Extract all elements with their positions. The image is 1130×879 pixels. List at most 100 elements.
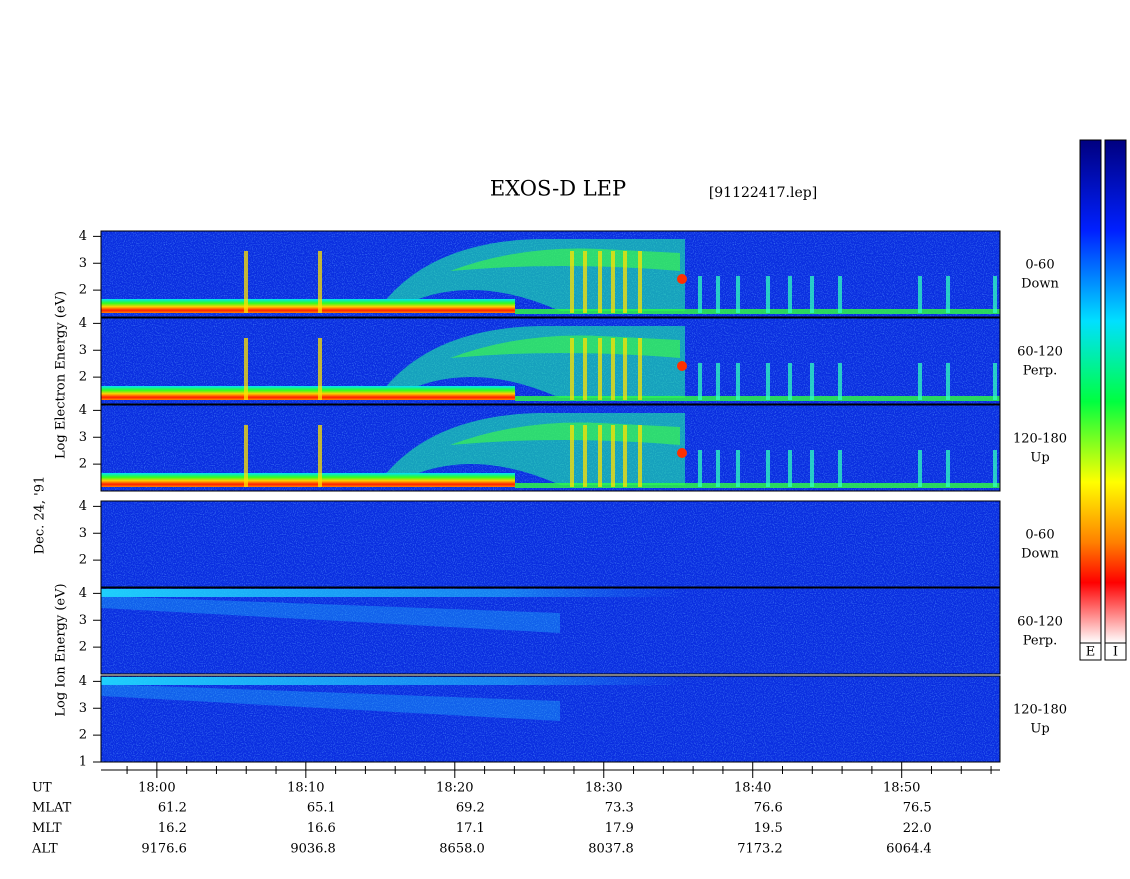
x-tick-label: 18:40 <box>734 781 771 796</box>
y-tick-label: 2 <box>79 457 87 472</box>
burst <box>611 251 615 313</box>
arc-core <box>450 248 680 271</box>
panel-label: 60-120 <box>1017 345 1063 360</box>
burst <box>570 251 574 313</box>
ephemeris-name: MLT <box>32 821 62 836</box>
burst <box>318 425 322 487</box>
burst <box>788 450 792 487</box>
x-tick-label: 18:30 <box>585 781 622 796</box>
y-tick-label: 2 <box>79 283 87 298</box>
y-tick-label: 4 <box>79 674 87 689</box>
burst <box>244 338 248 400</box>
ephemeris-value: 16.6 <box>307 821 336 836</box>
burst <box>838 450 842 487</box>
burst <box>698 450 702 487</box>
panel-frame <box>100 675 1001 763</box>
y-axis-label: Log Ion Energy (eV) <box>54 583 69 716</box>
y-tick-label: 4 <box>79 403 87 418</box>
panel-label: 0-60 <box>1025 528 1054 543</box>
top-band <box>101 677 1000 685</box>
ion-haze <box>101 596 560 633</box>
panel-label: 120-180 <box>1013 432 1067 447</box>
ephemeris-value: 6064.4 <box>886 842 932 857</box>
spectrogram-panel <box>100 500 1001 588</box>
burst <box>838 276 842 313</box>
ephemeris-value: 7173.2 <box>737 842 783 857</box>
burst <box>570 338 574 400</box>
ephemeris-value: 19.5 <box>754 821 783 836</box>
panel-frame <box>100 230 1001 318</box>
panel-label: Down <box>1021 277 1059 292</box>
burst <box>570 425 574 487</box>
burst <box>736 450 740 487</box>
burst <box>244 425 248 487</box>
panel-label: Up <box>1030 451 1049 466</box>
burst <box>598 338 602 400</box>
burst <box>810 450 814 487</box>
y-tick-label: 2 <box>79 728 87 743</box>
burst <box>766 363 770 400</box>
low-energy-band <box>515 483 1000 488</box>
x-tick-label: 18:00 <box>138 781 175 796</box>
panel-label: Up <box>1030 722 1049 737</box>
y-tick-label: 2 <box>79 640 87 655</box>
ephemeris-value: 22.0 <box>903 821 932 836</box>
burst <box>698 363 702 400</box>
low-energy-band <box>101 386 515 400</box>
colorbar-label: E <box>1086 645 1096 660</box>
colorbar <box>1104 139 1127 644</box>
burst <box>623 251 627 313</box>
y-tick-label: 3 <box>79 256 87 271</box>
y-tick-label: 4 <box>79 499 87 514</box>
date-label: Dec. 24, '91 <box>33 476 48 555</box>
burst <box>993 363 997 400</box>
y-axis-label: Log Electron Energy (eV) <box>54 291 69 459</box>
y-tick-label: 3 <box>79 343 87 358</box>
ephemeris-value: 9036.8 <box>290 842 336 857</box>
x-axis-label: UT <box>32 781 52 796</box>
burst <box>611 338 615 400</box>
panel-frame <box>100 500 1001 588</box>
burst <box>716 363 720 400</box>
ion-haze <box>101 684 560 721</box>
ephemeris-value: 76.6 <box>754 801 783 816</box>
burst <box>638 338 642 400</box>
panel-label: Down <box>1021 547 1059 562</box>
y-tick-label: 2 <box>79 553 87 568</box>
burst <box>318 338 322 400</box>
spectrogram-panel <box>100 675 1001 763</box>
panel-label: 60-120 <box>1017 615 1063 630</box>
ephemeris-name: MLAT <box>32 801 72 816</box>
burst <box>810 276 814 313</box>
burst <box>918 276 922 313</box>
burst <box>318 251 322 313</box>
burst <box>598 251 602 313</box>
colorbar <box>1079 139 1102 644</box>
panel-label: 120-180 <box>1013 703 1067 718</box>
y-tick-label: 3 <box>79 613 87 628</box>
burst <box>716 276 720 313</box>
panel-frame <box>100 404 1001 492</box>
y-tick-label: 3 <box>79 701 87 716</box>
burst <box>946 363 950 400</box>
burst <box>698 276 702 313</box>
burst <box>993 276 997 313</box>
burst <box>918 450 922 487</box>
burst <box>838 363 842 400</box>
burst <box>716 450 720 487</box>
burst <box>766 276 770 313</box>
colorbar-label: I <box>1113 645 1118 660</box>
low-energy-band <box>101 473 515 487</box>
hot-spot <box>677 448 687 458</box>
ephemeris-value: 9176.6 <box>141 842 187 857</box>
file-name: [91122417.lep] <box>709 185 817 201</box>
panel-noise <box>101 676 1000 762</box>
burst <box>946 450 950 487</box>
chart-title: EXOS-D LEP <box>490 177 626 201</box>
burst <box>583 338 587 400</box>
low-energy-band <box>101 299 515 313</box>
burst <box>736 363 740 400</box>
y-tick-label: 4 <box>79 586 87 601</box>
burst <box>244 251 248 313</box>
spectrogram-panel <box>100 317 1001 405</box>
